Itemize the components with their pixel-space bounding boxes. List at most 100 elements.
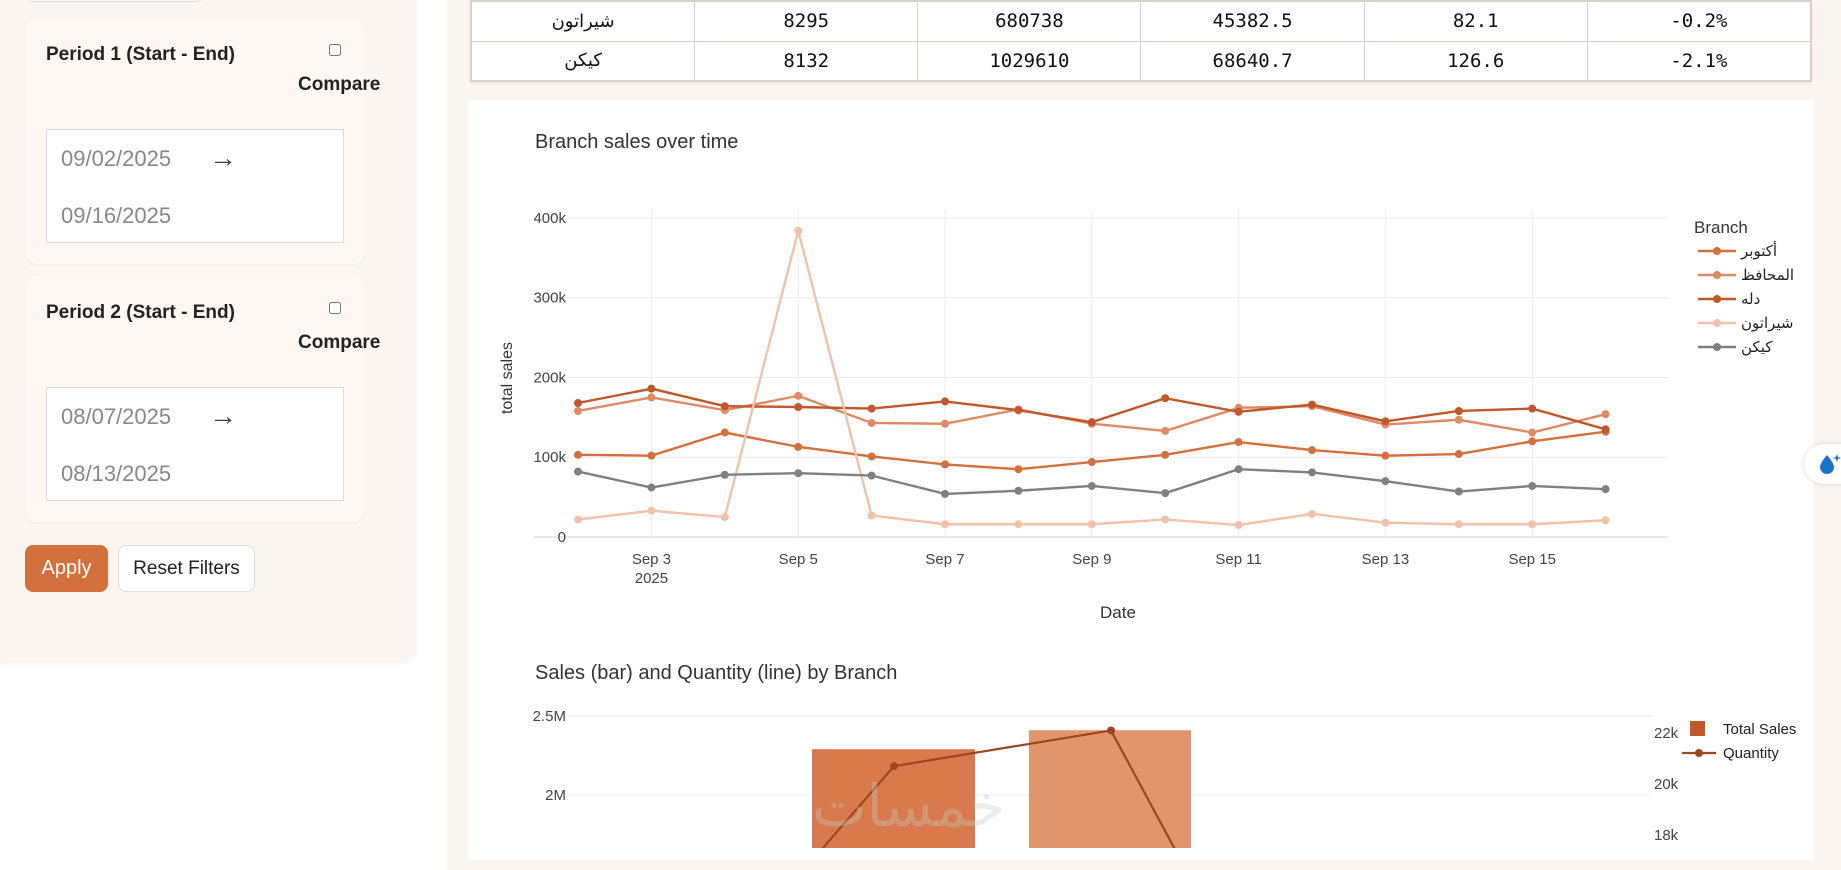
- data-point: [1234, 465, 1243, 474]
- data-point: [1601, 485, 1610, 494]
- data-point: [867, 471, 876, 480]
- data-point: [1308, 468, 1317, 477]
- data-point: [1087, 520, 1096, 529]
- period-2-title: Period 2 (Start - End): [46, 302, 235, 323]
- period-1-compare-checkbox[interactable]: [329, 44, 341, 56]
- legend-label: شيراتون: [1741, 315, 1793, 332]
- data-point: [794, 469, 803, 478]
- data-point: [867, 404, 876, 413]
- data-point: [1161, 394, 1170, 403]
- data-point: [720, 402, 729, 411]
- water-drop-sparkle-icon: [1820, 454, 1841, 474]
- legend-marker: [1695, 749, 1703, 757]
- data-point: [941, 489, 950, 498]
- data-point: [720, 428, 729, 437]
- period-2-end-date[interactable]: 08/13/2025: [61, 461, 172, 486]
- legend-marker: [1713, 319, 1721, 327]
- legend-label: دله: [1741, 291, 1760, 308]
- data-point: [1087, 418, 1096, 427]
- data-point: [1381, 477, 1390, 486]
- x-tick-label: Sep 3: [632, 551, 671, 568]
- data-point: [1014, 406, 1023, 415]
- data-point: [941, 419, 950, 428]
- period-2-date-range[interactable]: 08/07/2025 → 08/13/2025: [46, 387, 344, 501]
- arrow-right-icon: →: [209, 142, 237, 173]
- data-point: [1014, 520, 1023, 529]
- data-point: [941, 520, 950, 529]
- quantity-point: [1107, 726, 1115, 735]
- legend-marker: [1713, 271, 1721, 279]
- data-point: [1087, 458, 1096, 467]
- data-point: [1381, 451, 1390, 460]
- summary-table: شيراتون 8295 680738 45382.5 82.1 -0.2% ك…: [470, 1, 1812, 81]
- watermark: خمسات: [812, 772, 1006, 840]
- y-tick-label: 300k: [533, 290, 566, 307]
- legend-marker: [1713, 247, 1721, 255]
- data-point: [574, 399, 583, 408]
- period-1-date-range[interactable]: 09/02/2025 → 09/16/2025: [46, 129, 344, 243]
- data-point: [1454, 487, 1463, 496]
- data-point: [1014, 486, 1023, 495]
- y2-tick-label: 20k: [1654, 776, 1679, 793]
- data-point: [1454, 406, 1463, 415]
- period-2-compare-checkbox[interactable]: [329, 302, 341, 314]
- y-tick-label: 200k: [533, 369, 566, 386]
- data-point: [574, 406, 583, 415]
- data-point: [794, 402, 803, 411]
- branch-cell: شيراتون: [470, 1, 696, 42]
- x-tick-label: Sep 11: [1215, 551, 1261, 568]
- data-point: [1528, 481, 1537, 490]
- quantity-line: [821, 729, 1176, 848]
- branch-cell: كيكن: [470, 40, 696, 81]
- sales-bar: [1029, 730, 1191, 848]
- data-point: [647, 384, 656, 393]
- data-point: [1308, 400, 1317, 409]
- legend-label: Total Sales: [1723, 721, 1796, 738]
- period-1-end-date[interactable]: 09/16/2025: [61, 203, 172, 228]
- data-point: [867, 418, 876, 427]
- data-point: [647, 506, 656, 515]
- data-point: [1234, 521, 1243, 530]
- data-point: [1454, 520, 1463, 529]
- legend-label: كيكن: [1741, 339, 1773, 356]
- y-tick-label: 0: [558, 529, 566, 546]
- table-cell: -0.2%: [1586, 1, 1812, 42]
- data-point: [867, 452, 876, 461]
- data-point: [1528, 428, 1537, 437]
- period-2-start-date[interactable]: 08/07/2025: [61, 404, 172, 429]
- y-tick-label: 2.5M: [533, 708, 566, 725]
- data-point: [1234, 438, 1243, 447]
- x-tick-label: Sep 15: [1508, 551, 1556, 568]
- legend-marker: [1713, 295, 1721, 303]
- y-tick-label: 400k: [533, 210, 566, 227]
- data-point: [1308, 509, 1317, 518]
- data-point: [794, 442, 803, 451]
- data-point: [794, 226, 803, 235]
- table-cell: 680738: [917, 1, 1142, 42]
- period-2-card: Period 2 (Start - End) Compare 08/07/202…: [26, 276, 380, 522]
- combo-chart-title: Sales (bar) and Quantity (line) by Branc…: [535, 662, 897, 684]
- data-point: [1308, 446, 1317, 455]
- data-point: [867, 511, 876, 520]
- assistant-float-button[interactable]: [1804, 444, 1841, 484]
- apply-button[interactable]: Apply: [25, 545, 108, 592]
- summary-table-card: شيراتون 8295 680738 45382.5 82.1 -0.2% ك…: [470, 0, 1812, 82]
- data-point: [1454, 415, 1463, 424]
- y-axis-title: total sales: [499, 342, 516, 414]
- x-tick-label: Sep 9: [1072, 551, 1111, 568]
- data-point: [574, 450, 583, 459]
- arrow-right-icon: →: [209, 400, 237, 431]
- charts-svg: Branch sales over time 0 100k 200k 300k 400k S…: [499, 131, 1796, 848]
- table-cell: 126.6: [1363, 40, 1588, 81]
- data-point: [941, 397, 950, 406]
- legend-label: المحافظ: [1741, 267, 1794, 284]
- data-point: [1087, 481, 1096, 490]
- table-row: كيكن 8132 1029610 68640.7 126.6 -2.1%: [470, 40, 1812, 81]
- legend-swatch: [1690, 721, 1705, 736]
- legend-label: Quantity: [1723, 745, 1779, 762]
- legend-marker: [1713, 343, 1721, 351]
- data-point: [794, 391, 803, 400]
- data-point: [1381, 518, 1390, 527]
- reset-filters-button[interactable]: Reset Filters: [118, 545, 255, 592]
- period-1-start-date[interactable]: 09/02/2025: [61, 146, 172, 171]
